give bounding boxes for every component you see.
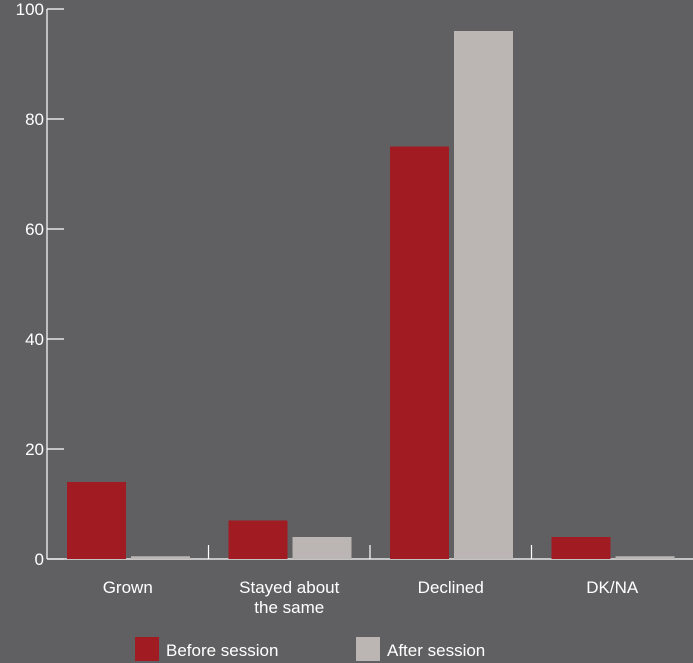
- bar-before-session: [67, 482, 126, 559]
- x-category-label: Stayed about the same: [239, 578, 339, 617]
- bar-before-session: [390, 146, 449, 559]
- y-tick-label: 40: [25, 330, 44, 349]
- y-tick-label: 0: [35, 550, 44, 569]
- x-category-label: Declined: [418, 578, 484, 597]
- x-category-label-line: the same: [254, 598, 324, 617]
- y-tick-label: 80: [25, 110, 44, 129]
- x-category-label-line: Declined: [418, 578, 484, 597]
- x-category-label: Grown: [103, 578, 153, 597]
- bar-after-session: [292, 537, 352, 559]
- bars: [67, 31, 675, 559]
- legend-swatch: [356, 637, 380, 661]
- bar-after-session: [131, 556, 190, 559]
- bar-before-session: [228, 520, 288, 559]
- legend-label: Before session: [166, 641, 278, 660]
- x-category-label: DK/NA: [586, 578, 639, 597]
- legend-label: After session: [387, 641, 485, 660]
- y-tick-label: 20: [25, 440, 44, 459]
- bar-before-session: [551, 537, 611, 559]
- legend-swatch: [135, 637, 159, 661]
- y-axis: 0 20 40 60 80 100: [16, 0, 64, 569]
- bar-after-session: [615, 556, 675, 559]
- x-category-label-line: Stayed about: [239, 578, 339, 597]
- x-axis: Grown Stayed about the same Declined DK/NA: [47, 545, 693, 617]
- y-tick-label: 100: [16, 0, 44, 19]
- y-tick-label: 60: [25, 220, 44, 239]
- x-category-label-line: DK/NA: [586, 578, 639, 597]
- x-category-label-line: Grown: [103, 578, 153, 597]
- bar-after-session: [454, 31, 513, 559]
- legend: Before session After session: [135, 637, 485, 661]
